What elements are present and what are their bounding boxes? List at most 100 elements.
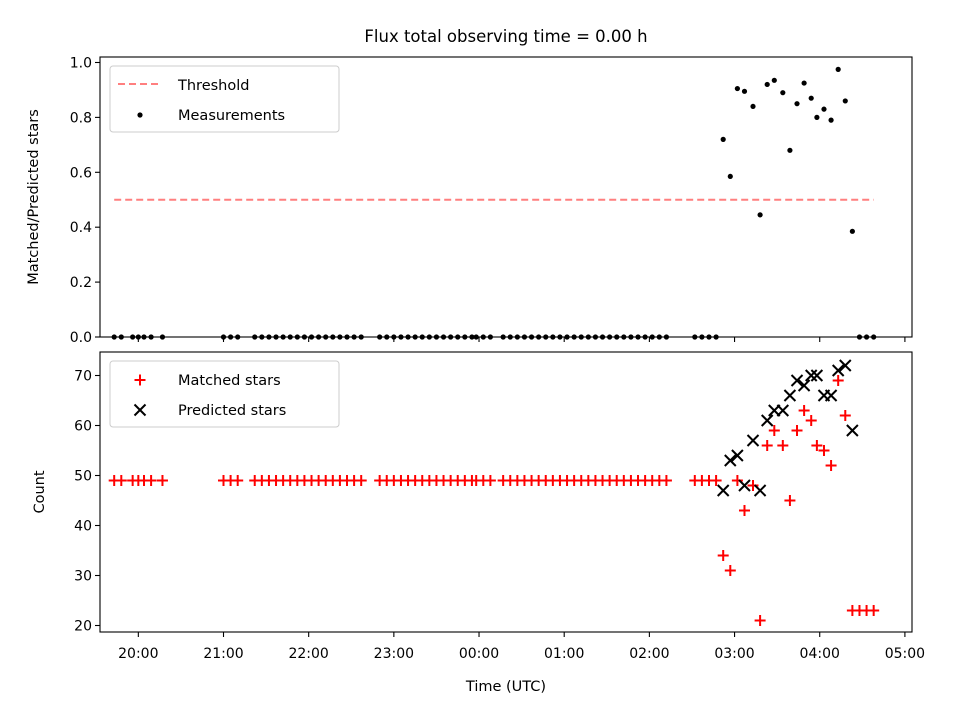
count-x-axis: 20:00 21:00 22:00 23:00 00:00 01:00 02:00 03:00… [118, 632, 925, 662]
matched-star-point [660, 475, 672, 486]
legend-predicted-stars [133, 403, 147, 417]
measurement-point [842, 98, 848, 104]
ratio-legend: Threshold Measurements [109, 65, 340, 133]
count-plot-area [108, 359, 880, 626]
measurement-point [741, 88, 748, 94]
ratio-y-tick-label: 0.4 [70, 220, 92, 236]
measurement-point [835, 66, 841, 72]
matched-star-point [761, 440, 773, 451]
count-panel: 20 30 40 50 60 70 20:00 21:00 22:00 23:00 00:00 01… [32, 351, 925, 695]
predicted-star-point [753, 484, 767, 497]
count-y-tick-label: 30 [74, 569, 92, 585]
predicted-star-point [831, 364, 845, 377]
measurement-point [849, 228, 855, 234]
time-x-tick-label: 02:00 [629, 646, 669, 662]
measurement-point [734, 85, 740, 92]
measurement-point [801, 80, 807, 86]
measurement-point [750, 103, 756, 110]
predicted-star-point [716, 484, 730, 497]
count-y-tick-label: 40 [74, 519, 92, 535]
legend-matched-stars [134, 374, 146, 386]
matched-star-point [839, 410, 851, 421]
matched-star-point [805, 415, 817, 426]
ratio-y-tick-label: 0.0 [70, 330, 92, 346]
matched-star-point [791, 425, 803, 436]
matched-star-point [355, 475, 367, 486]
matched-star-point [724, 565, 736, 576]
time-x-tick-label: 20:00 [118, 646, 158, 662]
matched-star-point [731, 475, 743, 486]
predicted-star-point [846, 424, 859, 437]
matched-star-point [777, 440, 789, 451]
matched-star-point [825, 460, 837, 471]
legend-measurements [137, 112, 143, 118]
predicted-star-point [797, 379, 811, 392]
matched-star-point [738, 505, 750, 516]
ratio-y-tick-label: 0.8 [70, 110, 92, 126]
predicted-star-point [824, 389, 838, 402]
predicted-star-point [724, 454, 737, 467]
matched-star-point [115, 475, 127, 486]
ratio-axes-frame [99, 56, 913, 338]
count-y-tick-label: 50 [74, 469, 92, 485]
matched-star-point [710, 475, 722, 486]
measurement-point [814, 114, 820, 120]
time-x-tick-label: 22:00 [288, 646, 328, 662]
measurement-point [757, 212, 763, 218]
time-x-tick-label: 23:00 [374, 646, 414, 662]
count-y-axis-label: Count [32, 470, 48, 513]
predicted-star-point [810, 369, 824, 382]
matched-star-point [484, 475, 496, 486]
ratio-y-tick-label: 1.0 [70, 55, 92, 71]
predicted-star-point [776, 404, 790, 417]
measurement-point [764, 81, 770, 88]
count-y-tick-label: 70 [74, 369, 92, 385]
count-y-tick-label: 60 [74, 419, 92, 435]
predicted-star-point [738, 479, 751, 492]
measurement-point [808, 95, 814, 101]
matched-star-point [717, 550, 729, 561]
matched-star-point [798, 405, 810, 416]
time-x-tick-label: 04:00 [800, 646, 840, 662]
time-x-axis-label: Time (UTC) [465, 679, 546, 695]
predicted-star-point [731, 449, 744, 462]
count-y-axis: 20 30 40 50 60 70 [74, 369, 100, 635]
legend-predicted-stars-label: Predicted stars [178, 403, 286, 419]
predicted-star-point [783, 389, 797, 402]
predicted-star-point [805, 369, 818, 382]
ratio-y-axis: 0.0 0.2 0.4 0.6 0.8 1.0 [70, 55, 100, 346]
matched-star-point [832, 375, 844, 386]
ratio-legend-box [109, 65, 340, 133]
measurement-point [720, 136, 726, 142]
ratio-panel: 0.0 0.2 0.4 0.6 0.8 1.0 Matched/Predicted sta… [26, 55, 913, 346]
predicted-star-point [839, 359, 852, 372]
measurement-point [794, 101, 800, 107]
measurement-point [828, 117, 834, 123]
legend-matched-stars-label: Matched stars [178, 373, 281, 389]
time-x-tick-label: 01:00 [544, 646, 584, 662]
ratio-y-tick-label: 0.6 [70, 165, 92, 181]
ratio-y-axis-label: Matched/Predicted stars [26, 109, 42, 285]
time-x-tick-label: 00:00 [459, 646, 499, 662]
count-legend-box [109, 360, 340, 428]
matched-star-point [811, 440, 823, 451]
time-x-tick-label: 21:00 [203, 646, 243, 662]
measurement-point [780, 90, 786, 96]
matched-star-point [145, 475, 157, 486]
measurement-point [727, 173, 733, 180]
ratio-x-axis [137, 337, 906, 342]
matched-star-point [754, 615, 766, 626]
matched-star-point [232, 475, 244, 486]
predicted-star-point [790, 374, 804, 387]
legend-measurements-label: Measurements [178, 108, 285, 124]
matched-star-point [868, 605, 880, 616]
count-axes-frame [99, 351, 913, 633]
predicted-star-point [746, 434, 760, 447]
matched-star-point [818, 445, 830, 456]
measurement-point [787, 147, 793, 153]
chart-title: Flux total observing time = 0.00 h [364, 27, 647, 46]
time-x-tick-label: 05:00 [885, 646, 925, 662]
matched-star-point [156, 475, 168, 486]
predicted-star-point [760, 414, 774, 427]
ratio-y-tick-label: 0.2 [70, 275, 92, 291]
